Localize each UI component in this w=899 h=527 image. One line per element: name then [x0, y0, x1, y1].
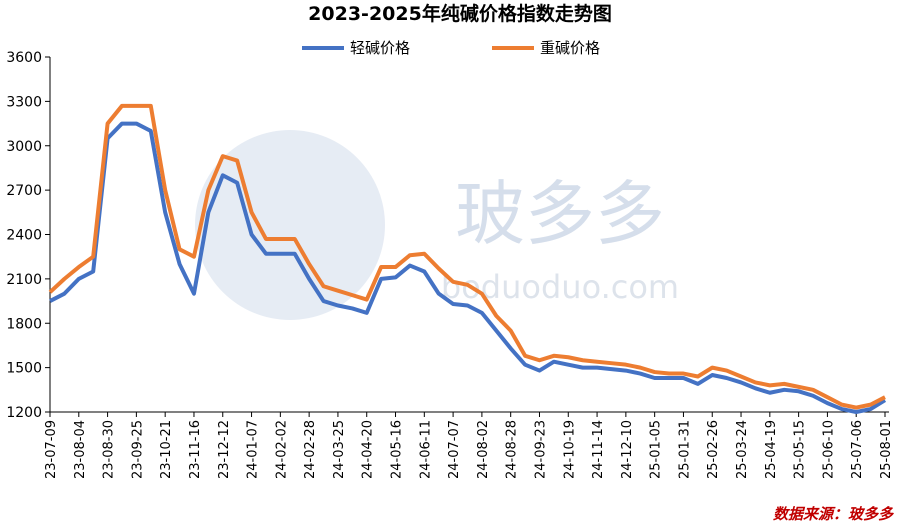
y-tick-label: 1800: [6, 316, 42, 332]
x-tick-label: 23-07-09: [44, 420, 59, 479]
y-tick-label: 1500: [6, 361, 42, 377]
x-tick-label: 25-08-01: [879, 420, 894, 479]
y-tick-label: 3000: [6, 139, 42, 155]
x-tick-label: 24-09-23: [533, 420, 548, 479]
x-tick-label: 25-07-06: [850, 420, 865, 479]
y-tick-label: 2100: [6, 272, 42, 288]
series-line: [48, 103, 886, 410]
x-tick-label: 24-02-02: [274, 420, 289, 479]
x-tick-label: 24-06-11: [418, 420, 433, 479]
x-tick-label: 24-01-07: [246, 420, 261, 479]
x-tick-label: 25-03-24: [735, 420, 750, 479]
chart-title: 2023-2025年纯碱价格指数走势图: [308, 2, 612, 25]
legend-label: 轻碱价格: [350, 39, 410, 57]
x-tick-label: 24-08-02: [476, 420, 491, 479]
x-tick-label: 23-12-12: [217, 420, 232, 479]
x-tick-label: 24-11-14: [591, 420, 606, 479]
x-tick-label: 24-07-07: [447, 420, 462, 479]
x-tick-label: 25-05-15: [793, 420, 808, 479]
x-tick-label: 25-02-26: [706, 420, 721, 479]
x-tick-label: 24-12-10: [620, 420, 635, 479]
x-tick-label: 23-11-16: [188, 420, 203, 479]
x-tick-label: 25-06-10: [821, 420, 836, 479]
x-tick-label: 24-04-20: [361, 420, 376, 479]
watermark-url: boduoduo.com: [441, 268, 679, 306]
x-tick-label: 23-08-04: [73, 420, 88, 479]
y-tick-label: 3600: [6, 50, 42, 66]
x-tick-label: 23-08-30: [102, 420, 117, 479]
y-tick-label: 3300: [6, 94, 42, 110]
x-tick-label: 23-09-25: [130, 420, 145, 479]
x-tick-label: 24-03-25: [332, 420, 347, 479]
y-tick-label: 2700: [6, 183, 42, 199]
x-tick-label: 24-10-19: [562, 420, 577, 479]
x-tick-label: 25-04-19: [764, 420, 779, 479]
watermark-text: 玻多多: [455, 173, 665, 255]
x-tick-label: 24-05-16: [390, 420, 405, 479]
x-tick-label: 24-02-28: [303, 420, 318, 479]
y-tick-label: 2400: [6, 228, 42, 244]
source-note: 数据来源：玻多多: [773, 505, 894, 523]
x-tick-label: 25-01-31: [677, 420, 692, 479]
y-tick-label: 1200: [6, 405, 42, 421]
x-tick-label: 24-08-28: [505, 420, 520, 479]
x-tick-label: 25-01-05: [649, 420, 664, 479]
series-line: [49, 121, 887, 414]
x-tick-label: 23-10-21: [159, 420, 174, 479]
legend-label: 重碱价格: [540, 39, 600, 57]
